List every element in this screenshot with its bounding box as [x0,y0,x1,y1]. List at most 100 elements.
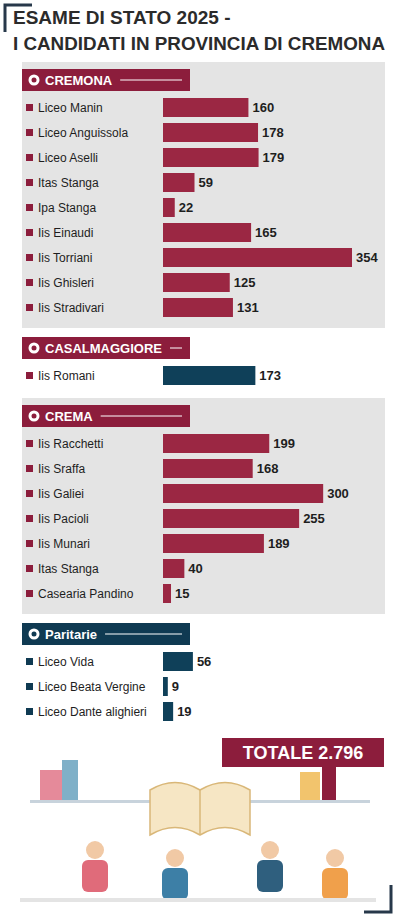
category-label: Liceo Vida [38,655,94,669]
label-bullet [26,565,33,572]
bars [163,366,255,385]
data-label: 173 [259,368,281,383]
label-bullet [26,154,33,161]
data-label: 179 [263,150,285,165]
category-label: Iis Munari [38,537,90,551]
section-title: CASALMAGGIORE [45,341,162,356]
chart-canvas: ESAME DI STATO 2025 -I CANDIDATI IN PROV… [0,0,396,917]
header-rule [101,416,182,417]
data-label: 40 [188,561,202,576]
data-label: 59 [199,175,213,190]
bar [163,298,233,317]
data-label: 199 [273,436,295,451]
deco-figure-head [326,849,344,867]
section-title: CREMONA [45,73,113,88]
bar [163,559,184,578]
header-rule [105,634,182,635]
data-label: 255 [303,511,325,526]
label-bullet [26,683,33,690]
data-label: 56 [197,654,211,669]
deco-figure-head [166,849,184,867]
bar [163,198,175,217]
header-rule [170,348,182,349]
deco-figure-body [322,868,348,900]
deco-figure-body [82,860,108,892]
category-label: Liceo Anguissola [38,126,128,140]
bar [163,534,264,553]
label-bullet [26,465,33,472]
header-icon [29,75,40,86]
header-icon [32,632,37,637]
deco-figure-head [261,841,279,859]
label-bullet [26,104,33,111]
label-bullet [26,540,33,547]
header-icon [32,346,37,351]
category-label: Liceo Beata Vergine [38,680,146,694]
section-header [22,405,190,427]
deco-book [322,764,336,800]
data-label: 125 [234,275,256,290]
data-label: 131 [237,300,259,315]
category-label: Liceo Dante alighieri [38,705,147,719]
section-panel [22,62,385,328]
category-label: Iis Torriani [38,251,92,265]
deco-figure-body [162,868,188,900]
header-icon [32,78,37,83]
section-header [22,69,190,91]
label-bullet [26,279,33,286]
label-bullet [26,204,33,211]
data-label: 165 [255,225,277,240]
label-bullet [26,515,33,522]
category-label: Iis Racchetti [38,437,103,451]
deco-book [62,760,78,800]
data-label: 160 [252,100,274,115]
data-label: 9 [172,679,179,694]
deco-figure-body [257,860,283,892]
bars [163,98,352,317]
label-bullet [26,372,33,379]
data-label: 15 [175,586,189,601]
label-bullet [26,658,33,665]
deco-ground [20,898,376,902]
bar [163,702,173,721]
data-label: 300 [327,486,349,501]
category-label: Iis Sraffa [38,462,85,476]
label-bullet [26,129,33,136]
deco-open-book [150,783,250,836]
label-bullet [26,708,33,715]
section-header [22,623,190,645]
total-box [222,738,384,767]
bar [163,223,251,242]
header-icon [29,343,40,354]
header-rule [120,80,182,81]
category-label: Iis Ghisleri [38,276,94,290]
label-bullet [26,440,33,447]
bar [163,459,253,478]
section-panel [22,616,385,732]
section-header [22,337,190,359]
category-label: Iis Pacioli [38,512,89,526]
category-label: Iis Stradivari [38,301,104,315]
annotation: TOTALE 2.796 [243,743,363,763]
bars [163,652,193,721]
label-bullet [26,590,33,597]
illustration [20,760,376,902]
data-label: 22 [179,200,193,215]
deco-book [300,772,320,800]
category-label: Liceo Aselli [38,151,98,165]
header-icon [32,414,37,419]
section-panel [22,398,385,614]
bar [163,677,168,696]
category-label: Casearia Pandino [38,587,134,601]
bar [163,484,323,503]
deco-figure-head [86,841,104,859]
bar [163,509,299,528]
label-bullet [26,229,33,236]
header-icon [29,411,40,422]
data-label: 189 [268,536,290,551]
bar [163,652,193,671]
bar [163,98,248,117]
section-title: Paritarie [45,627,97,642]
header-icon [29,629,40,640]
bar [163,366,255,385]
